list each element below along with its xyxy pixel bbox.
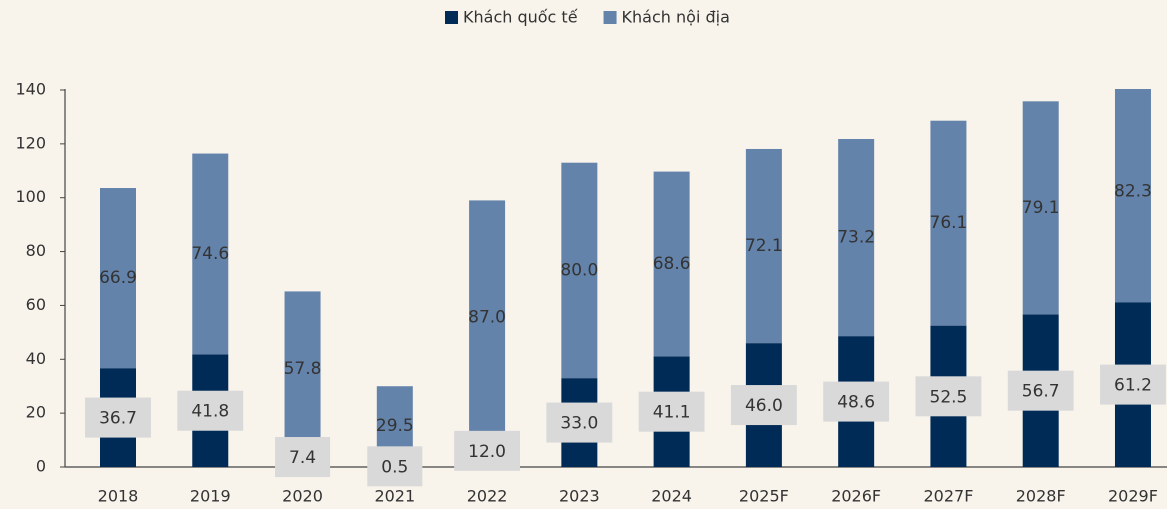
data-label: 68.6 (653, 254, 691, 274)
label-box (85, 397, 151, 438)
y-tick-label: 120 (15, 133, 46, 152)
label-box (1100, 364, 1166, 405)
y-tick-label: 100 (15, 187, 46, 206)
data-label: 79.1 (1022, 198, 1060, 218)
data-label-box: 46.0 (730, 385, 797, 426)
data-label-box: 0.5 (367, 446, 423, 487)
label-box (638, 391, 705, 432)
data-label: 41.8 (191, 402, 229, 422)
x-tick-label: 2023 (559, 487, 600, 506)
data-label-box: 52.5 (915, 376, 982, 417)
bar-segment (930, 120, 967, 326)
data-label: 73.2 (837, 228, 875, 248)
label-box (454, 430, 521, 471)
bar-segment (284, 291, 321, 448)
x-tick-label: 2027F (923, 487, 973, 506)
data-label-box: 7.4 (275, 437, 331, 478)
y-tick-label: 40 (26, 349, 46, 368)
legend-swatch (603, 11, 617, 24)
x-tick-label: 2018 (98, 487, 139, 506)
x-tick-label: 2022 (467, 487, 508, 506)
data-label: 56.7 (1022, 382, 1060, 402)
data-label: 82.3 (1114, 181, 1152, 201)
x-tick-label: 2025F (739, 487, 789, 506)
data-label-box: 36.7 (85, 397, 151, 438)
data-label-box: 61.2 (1100, 364, 1166, 405)
x-tick-label: 2028F (1016, 487, 1066, 506)
data-label: 66.9 (99, 268, 137, 288)
x-tick-label: 2021 (374, 487, 415, 506)
x-tick-label: 2029F (1108, 487, 1158, 506)
label-box (730, 385, 797, 426)
data-label-box: 41.1 (638, 391, 705, 432)
data-label: 12.0 (468, 442, 506, 462)
y-tick-label: 0 (36, 457, 46, 476)
legend-label: Khách nội địa (622, 8, 730, 27)
y-tick-label: 20 (26, 403, 46, 422)
data-label: 7.4 (289, 448, 316, 468)
data-label: 74.6 (191, 244, 229, 264)
data-label: 41.1 (653, 403, 691, 423)
x-tick-label: 2026F (831, 487, 881, 506)
x-tick-label: 2020 (282, 487, 323, 506)
label-box (275, 437, 331, 478)
data-label: 87.0 (468, 308, 506, 328)
data-label: 72.1 (745, 236, 783, 256)
bar-segment (100, 188, 136, 369)
bar-segment (192, 153, 229, 355)
legend-swatch (445, 11, 458, 24)
data-label: 61.2 (1114, 376, 1152, 396)
legend-label: Khách quốc tế (463, 8, 578, 27)
data-label: 33.0 (560, 414, 598, 434)
data-label-box: 56.7 (1007, 370, 1074, 411)
data-label: 52.5 (930, 387, 968, 407)
y-tick-label: 80 (26, 241, 46, 260)
label-box (177, 390, 244, 431)
bar-segment (1022, 101, 1059, 315)
bar-segment (561, 162, 598, 379)
data-label: 36.7 (99, 409, 137, 429)
data-label-box: 12.0 (454, 430, 521, 471)
data-label: 76.1 (930, 213, 968, 233)
bar-segment (653, 171, 690, 357)
label-box (915, 376, 982, 417)
bars (100, 89, 1151, 467)
data-label-box: 33.0 (546, 402, 613, 443)
data-label-box: 41.8 (177, 390, 244, 431)
data-label: 0.5 (381, 457, 408, 477)
label-box (823, 381, 890, 422)
label-box (367, 446, 423, 487)
y-tick-label: 60 (26, 295, 46, 314)
data-label-box: 48.6 (823, 381, 890, 422)
x-tick-label: 2024 (651, 487, 692, 506)
data-label: 57.8 (284, 359, 322, 379)
label-box (546, 402, 613, 443)
data-label: 80.0 (560, 260, 598, 280)
data-label: 46.0 (745, 396, 783, 416)
label-box (1007, 370, 1074, 411)
bar-segment (1114, 89, 1151, 303)
bar-segment (838, 139, 875, 337)
data-label: 48.6 (837, 393, 875, 413)
bar-segment (745, 148, 782, 344)
bar-segment (469, 200, 506, 435)
y-tick-label: 140 (15, 80, 46, 99)
x-tick-label: 2019 (190, 487, 231, 506)
data-label: 29.5 (376, 416, 414, 436)
